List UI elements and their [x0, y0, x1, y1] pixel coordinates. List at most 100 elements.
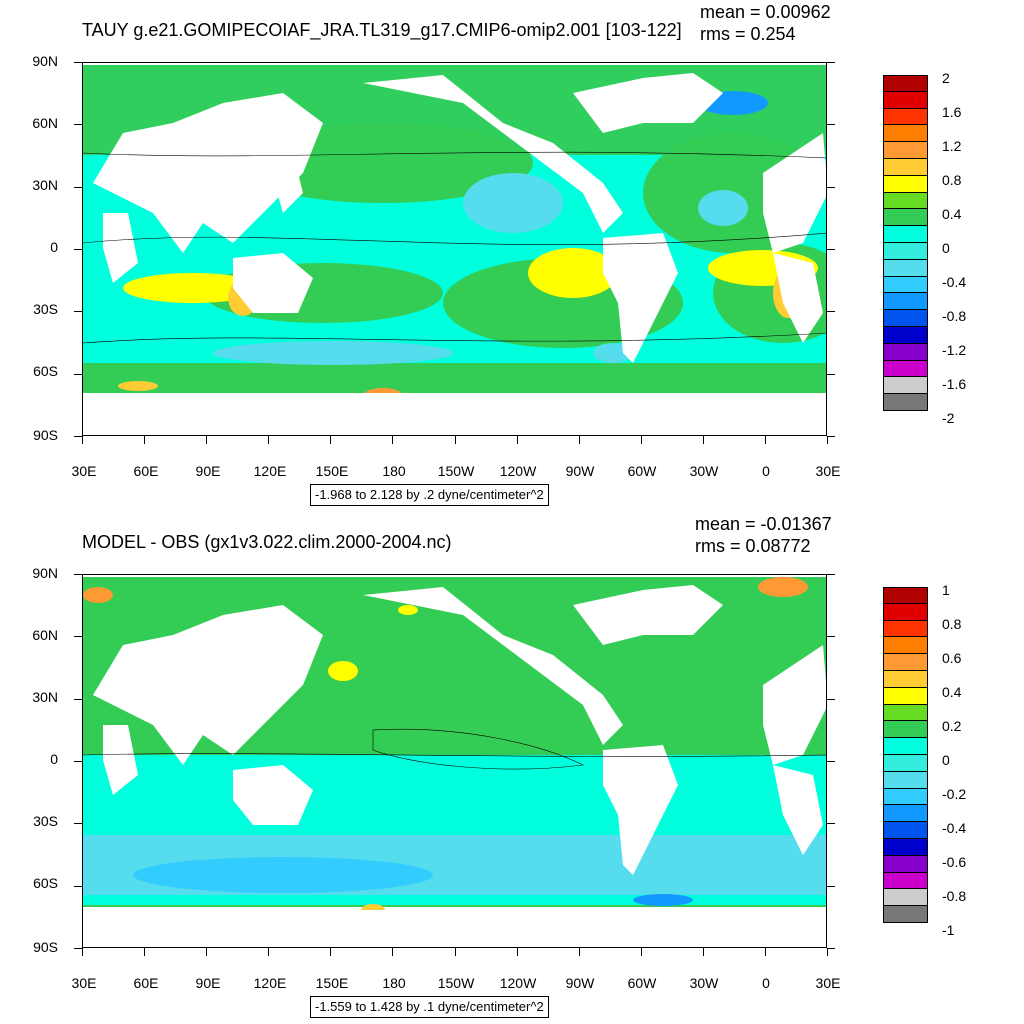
colorbar-swatch	[883, 906, 928, 923]
bottom-cb-label-3: 0.4	[942, 684, 962, 700]
colorbar-swatch	[883, 754, 928, 772]
top-lat-label-90s: 90S	[33, 427, 58, 443]
colorbar-swatch	[883, 587, 928, 604]
y-tick	[827, 249, 835, 250]
top-lon-label-90e: 90E	[195, 463, 221, 479]
colorbar-swatch	[883, 855, 928, 873]
bottom-lon-label-30e: 30E	[71, 975, 97, 991]
bottom-lon-label-60e: 60E	[133, 975, 159, 991]
colorbar-swatch	[883, 158, 928, 176]
colorbar-swatch	[883, 142, 928, 159]
x-tick	[703, 436, 704, 444]
colorbar-swatch	[883, 175, 928, 193]
bottom-cb-label-2: 0.6	[942, 650, 962, 666]
bottom-mean-label: mean = -0.01367	[695, 514, 832, 534]
x-tick	[392, 948, 393, 956]
colorbar-swatch	[883, 889, 928, 907]
bottom-lat-label-30n: 30N	[32, 689, 58, 705]
y-tick	[827, 948, 835, 949]
bottom-lon-label-30e-end: 30E	[815, 975, 841, 991]
bottom-lat-label-60n: 60N	[32, 627, 58, 643]
bottom-cb-label-8: -0.6	[942, 854, 967, 870]
bottom-lon-label-120e: 120E	[253, 975, 287, 991]
y-tick	[827, 699, 835, 700]
bottom-lat-label-30s: 30S	[33, 813, 58, 829]
bottom-cb-label-10: -1	[942, 922, 955, 938]
bottom-lon-label-150e: 150E	[315, 975, 349, 991]
bottom-lat-label-90n: 90N	[32, 565, 58, 581]
top-rms-label: rms = 0.254	[700, 24, 796, 44]
top-lon-label-150w: 150W	[437, 463, 475, 479]
colorbar-swatch	[883, 603, 928, 621]
top-colorbar	[883, 75, 928, 411]
x-tick	[517, 948, 518, 956]
bottom-lat-label-0: 0	[50, 751, 58, 767]
bottom-lon-label-150w: 150W	[437, 975, 475, 991]
y-tick	[74, 124, 82, 125]
top-lat-label-60s: 60S	[33, 363, 58, 379]
y-tick	[827, 62, 835, 63]
y-tick	[827, 311, 835, 312]
bottom-lat-label-90s: 90S	[33, 939, 58, 955]
top-lon-label-30e: 30E	[71, 463, 97, 479]
colorbar-swatch	[883, 637, 928, 655]
bottom-cb-label-1: 0.8	[942, 616, 962, 632]
colorbar-swatch	[883, 209, 928, 227]
top-lat-label-30n: 30N	[32, 177, 58, 193]
y-tick	[74, 699, 82, 700]
top-cb-label-7: -0.8	[942, 308, 967, 324]
top-mean-label: mean = 0.00962	[700, 2, 831, 22]
colorbar-swatch	[883, 704, 928, 722]
colorbar-swatch	[883, 226, 928, 243]
top-cb-label-6: -0.4	[942, 274, 967, 290]
colorbar-swatch	[883, 343, 928, 361]
colorbar-swatch	[883, 738, 928, 755]
bottom-lon-label-90w: 90W	[565, 975, 595, 991]
top-cb-label-10: -2	[942, 410, 955, 426]
bottom-cb-label-7: -0.4	[942, 820, 967, 836]
y-tick	[827, 886, 835, 887]
top-lon-label-30e-end: 30E	[815, 463, 841, 479]
x-tick	[455, 436, 456, 444]
x-tick	[579, 436, 580, 444]
y-tick	[74, 886, 82, 887]
colorbar-swatch	[883, 125, 928, 143]
bottom-lon-label-120w: 120W	[499, 975, 537, 991]
top-map	[82, 62, 827, 436]
colorbar-swatch	[883, 360, 928, 378]
top-cb-label-8: -1.2	[942, 342, 967, 358]
colorbar-swatch	[883, 805, 928, 823]
x-tick	[82, 436, 83, 444]
bottom-lat-label-60s: 60S	[33, 875, 58, 891]
bottom-map	[82, 574, 827, 948]
top-cb-label-9: -1.6	[942, 376, 967, 392]
y-tick	[74, 761, 82, 762]
x-tick	[330, 948, 331, 956]
bottom-map-field	[83, 575, 826, 947]
colorbar-swatch	[883, 788, 928, 806]
bottom-cb-label-9: -0.8	[942, 888, 967, 904]
colorbar-swatch	[883, 276, 928, 294]
bottom-cb-label-0: 1	[942, 582, 950, 598]
y-tick	[74, 636, 82, 637]
colorbar-swatch	[883, 75, 928, 92]
y-tick	[827, 636, 835, 637]
y-tick	[827, 436, 835, 437]
x-tick	[641, 436, 642, 444]
bottom-cb-label-4: 0.2	[942, 718, 962, 734]
colorbar-swatch	[883, 394, 928, 411]
top-map-field	[83, 63, 826, 435]
y-tick	[74, 374, 82, 375]
x-tick	[765, 948, 766, 956]
y-tick	[74, 311, 82, 312]
top-cb-label-3: 0.8	[942, 172, 962, 188]
x-tick	[703, 948, 704, 956]
y-tick	[74, 948, 82, 949]
x-tick	[455, 948, 456, 956]
x-tick	[268, 948, 269, 956]
bottom-cb-label-5: 0	[942, 752, 950, 768]
x-tick	[144, 436, 145, 444]
y-tick	[74, 574, 82, 575]
x-tick	[827, 436, 828, 444]
colorbar-swatch	[883, 620, 928, 638]
